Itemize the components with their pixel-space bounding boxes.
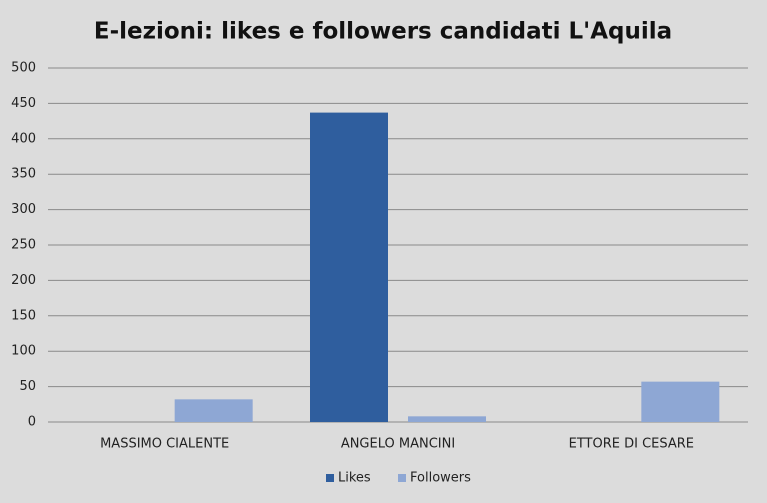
x-tick-label: ETTORE DI CESARE bbox=[569, 437, 694, 452]
y-tick-label: 400 bbox=[11, 131, 36, 146]
y-tick-label: 500 bbox=[11, 61, 36, 76]
x-tick-label: ANGELO MANCINI bbox=[341, 437, 455, 452]
bar bbox=[174, 399, 253, 422]
y-tick-label: 0 bbox=[28, 415, 36, 430]
y-tick-label: 450 bbox=[11, 96, 36, 111]
y-tick-label: 100 bbox=[11, 344, 36, 359]
bar bbox=[310, 112, 388, 422]
bar bbox=[641, 381, 720, 422]
bar bbox=[408, 416, 486, 422]
y-tick-label: 300 bbox=[11, 202, 36, 217]
x-tick-label: MASSIMO CIALENTE bbox=[100, 437, 229, 452]
y-tick-label: 50 bbox=[19, 379, 36, 394]
legend-swatch bbox=[398, 474, 406, 482]
legend-label: Likes bbox=[338, 471, 371, 486]
legend-label: Followers bbox=[410, 471, 471, 486]
y-tick-label: 200 bbox=[11, 273, 36, 288]
y-tick-label: 250 bbox=[11, 238, 36, 253]
legend-swatch bbox=[326, 474, 334, 482]
chart-title: E-lezioni: likes e followers candidati L… bbox=[94, 19, 672, 45]
y-tick-label: 350 bbox=[11, 167, 36, 182]
y-tick-label: 150 bbox=[11, 308, 36, 323]
